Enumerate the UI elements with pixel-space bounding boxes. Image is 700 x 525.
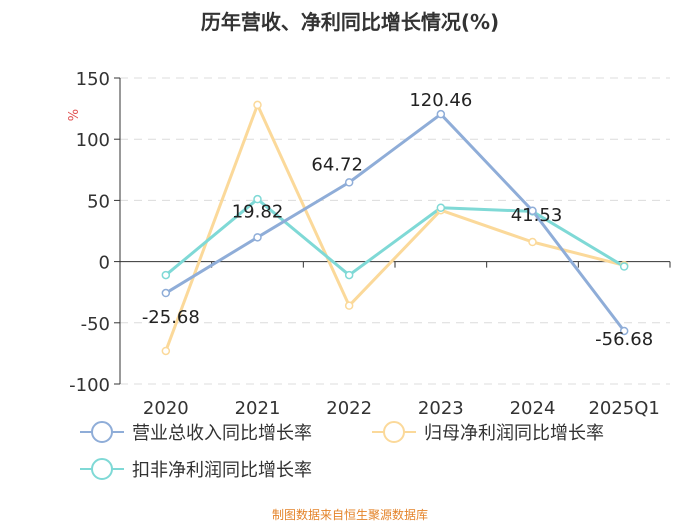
data-point [619, 326, 629, 336]
data-point [161, 288, 171, 298]
series-line-1 [164, 103, 625, 352]
legend-label: 营业总收入同比增长率 [132, 423, 312, 444]
legend-label: 归母净利润同比增长率 [424, 423, 604, 444]
y-tick-label: 100 [76, 130, 110, 151]
chart-title: 历年营收、净利同比增长情况(%) [200, 10, 500, 34]
data-point [161, 270, 171, 280]
series-lines [164, 103, 626, 352]
x-tick-label: 2022 [326, 398, 372, 419]
y-tick-label: -50 [81, 314, 110, 335]
series-line-0 [165, 112, 626, 332]
x-tick-label: 2024 [510, 398, 556, 419]
data-point [253, 194, 262, 204]
data-labels: -25.68 19.82 64.72 120.46 41.53 -56.68 [142, 90, 653, 350]
data-point [528, 206, 537, 216]
data-point [619, 262, 629, 271]
data-point [253, 233, 262, 242]
grid-lines [120, 77, 670, 385]
data-point [161, 346, 171, 356]
data-point [528, 237, 537, 247]
data-label: 64.72 [311, 154, 363, 175]
data-point [344, 178, 354, 187]
y-axis-label: % [67, 109, 82, 121]
legend-label: 扣非净利润同比增长率 [132, 460, 312, 481]
data-label: -25.68 [142, 307, 200, 328]
x-tick-label: 2020 [143, 398, 189, 419]
data-point [436, 203, 446, 212]
data-point [344, 301, 354, 310]
x-tick-label: 2025Q1 [588, 398, 659, 419]
data-points [161, 100, 629, 356]
series-line-2 [164, 197, 625, 277]
data-point [344, 270, 354, 280]
legend-swatch-marker [383, 421, 405, 443]
data-label: 41.53 [511, 205, 563, 226]
y-tick-label: 150 [76, 69, 110, 90]
data-point [253, 100, 262, 110]
data-label: 19.82 [232, 201, 284, 222]
y-tick-label: 0 [99, 253, 110, 274]
y-tick-label: 50 [87, 191, 110, 212]
source-footer: 制图数据来自恒生聚源数据库 [271, 508, 428, 522]
data-point [436, 109, 446, 119]
y-tick-label: -100 [69, 375, 110, 396]
data-label: 120.46 [409, 90, 472, 111]
data-label: -56.68 [595, 329, 653, 350]
axes: 150 100 50 0 -50 -100 2020 2021 2022 2023 2024 2025… [67, 69, 671, 419]
x-tick-label: 2021 [235, 398, 281, 419]
legend-swatch-marker [91, 421, 113, 443]
legend-swatch-marker [91, 458, 113, 480]
x-tick-label: 2023 [418, 398, 464, 419]
